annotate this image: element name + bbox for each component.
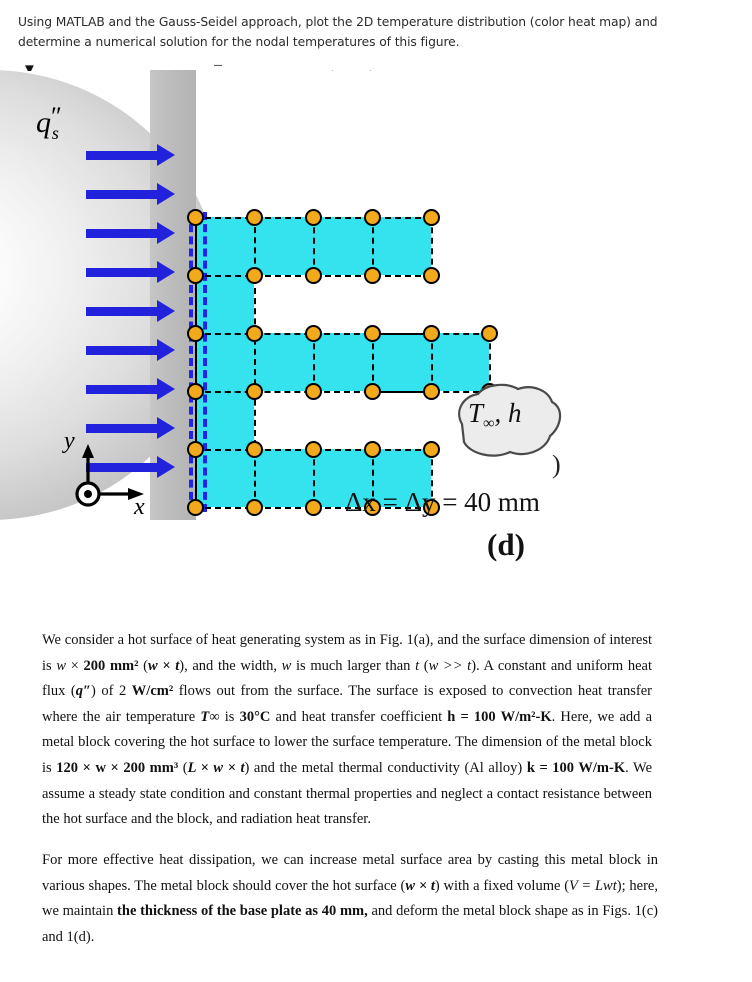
mesh-node [422, 266, 440, 284]
ghost-text-line: ····· ···· ·· ··· [140, 854, 370, 861]
mesh-node [363, 498, 381, 516]
mesh-node [480, 324, 498, 342]
ambient-subscript: ∞ [483, 415, 495, 432]
mesh-node [304, 208, 322, 226]
contact-boundary-left [189, 212, 193, 512]
heat-flux-arrow [86, 144, 175, 166]
metal-block-top-arm [254, 217, 431, 275]
mesh-node [245, 498, 263, 516]
mesh-node [304, 498, 322, 516]
heat-flux-arrow [86, 300, 175, 322]
mesh-line-col-3-bot [372, 449, 374, 507]
mesh-node [363, 324, 381, 342]
mesh-line-col-1 [254, 217, 256, 507]
axis-label-x: x [134, 494, 145, 520]
mesh-node [363, 440, 381, 458]
mesh-line-col-3-mid [372, 333, 374, 391]
mesh-node [363, 266, 381, 284]
mesh-node [186, 266, 204, 284]
heat-flux-arrow [86, 183, 175, 205]
heat-flux-label: q″s [36, 102, 62, 144]
mesh-line-col-0 [195, 217, 197, 507]
heat-transfer-figure: ▼ ¯ · · q″s [0, 62, 752, 582]
mesh-node [186, 324, 204, 342]
heat-flux-symbol: q [36, 106, 51, 139]
figure-caption: (d) [487, 527, 525, 562]
mesh-node [186, 208, 204, 226]
mesh-node [422, 208, 440, 226]
mesh-node [245, 208, 263, 226]
mesh-node [304, 324, 322, 342]
grid-spacing-label: Δx = Δy = 40 mm [345, 487, 540, 517]
contact-boundary-right [203, 212, 207, 512]
mesh-boundary-row-2 [372, 333, 431, 335]
metal-block-middle-arm [254, 333, 489, 391]
mesh-line-col-2-bot [313, 449, 315, 507]
mesh-line-col-4-mid [431, 333, 433, 391]
mesh-node [186, 382, 204, 400]
mesh-node [245, 382, 263, 400]
axis-label-y: y [64, 428, 75, 454]
task-prompt: Using MATLAB and the Gauss-Seidel approa… [18, 15, 658, 49]
heat-flux-arrow [86, 417, 175, 439]
callout-cloud-icon [458, 383, 562, 457]
mesh-node [422, 324, 440, 342]
mesh-line-row-2 [195, 333, 489, 335]
heat-flux-arrow [86, 339, 175, 361]
mesh-node [186, 440, 204, 458]
mesh-node [422, 498, 440, 516]
heat-flux-arrow [86, 222, 175, 244]
coordinate-axes: y x [58, 428, 168, 522]
mesh-node [186, 498, 204, 516]
mesh-line-col-4-bot [431, 449, 433, 507]
mesh-line-col-5-mid [489, 333, 491, 391]
ambient-condition-text: T∞, h [468, 398, 521, 433]
mesh-line-col-2-top [313, 217, 315, 275]
heat-flux-arrow [86, 261, 175, 283]
mesh-node [422, 382, 440, 400]
mesh-node [245, 266, 263, 284]
ghost-fragment-right-a: · [330, 64, 335, 71]
mesh-boundary-row-3 [372, 391, 431, 393]
ghost-fragment-left: ▼ [22, 62, 37, 71]
heat-flux-arrow [86, 378, 175, 400]
ghost-fragment-right-b: · [368, 64, 373, 71]
mesh-line-col-2-mid [313, 333, 315, 391]
mesh-node [363, 208, 381, 226]
mesh-node [304, 440, 322, 458]
mesh-node [245, 324, 263, 342]
mesh-node [422, 440, 440, 458]
problem-statement-paragraph-1: We consider a hot surface of heat genera… [42, 632, 653, 828]
mesh-node [304, 382, 322, 400]
mesh-node [363, 382, 381, 400]
ambient-h-symbol: , h [494, 398, 522, 428]
ambient-condition-callout: T∞, h [452, 382, 564, 460]
metal-block-bottom-arm [254, 449, 431, 507]
mesh-node [304, 266, 322, 284]
mesh-line-col-4-top [431, 217, 433, 275]
ghost-fragment-mid: ¯ [214, 64, 222, 71]
axes-icon [75, 444, 144, 507]
mesh-node [245, 440, 263, 458]
stray-glyph: ) [552, 450, 561, 479]
mesh-line-row-3 [195, 391, 489, 393]
heat-flux-subscript: s [51, 123, 59, 143]
double-prime-icon: ″ [51, 102, 62, 131]
heat-flux-arrow [86, 456, 175, 478]
ambient-temp-symbol: T [468, 398, 484, 428]
mesh-line-col-3-top [372, 217, 374, 275]
problem-statement-paragraph-2: For more effective heat dissipation, we … [42, 852, 658, 945]
